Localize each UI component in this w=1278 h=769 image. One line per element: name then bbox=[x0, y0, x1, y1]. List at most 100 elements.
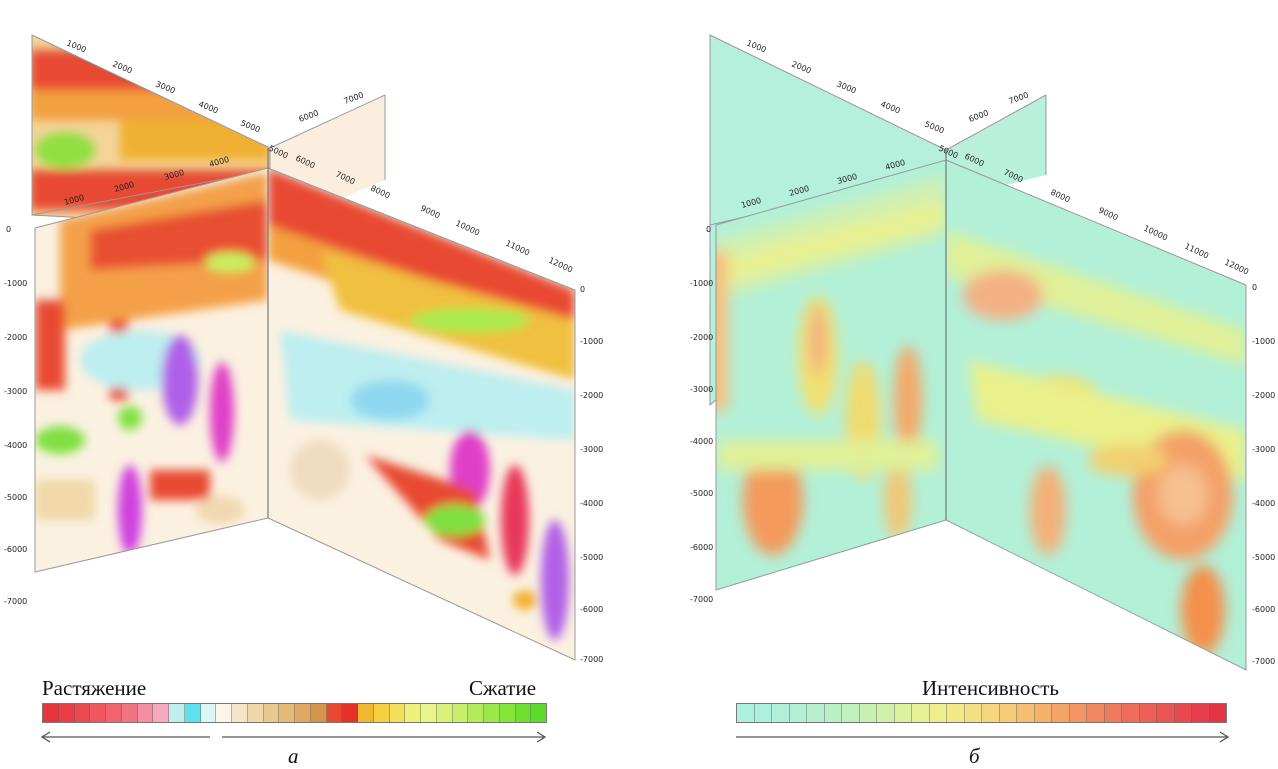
tick-label: -4000 bbox=[580, 499, 603, 508]
tick-label: -4000 bbox=[690, 437, 713, 446]
stress-direction-arrows bbox=[40, 731, 547, 743]
color-scale-cell bbox=[373, 704, 390, 722]
panel-letter-b: б bbox=[969, 744, 980, 768]
color-scale-cell bbox=[964, 704, 982, 722]
intensity-3d-sections-b: 1000 2000 3000 4000 5000 6000 7000 1000 … bbox=[690, 34, 1275, 671]
tick-label: 11000 bbox=[1183, 242, 1210, 261]
tick-label: -5000 bbox=[4, 493, 27, 502]
tick-label: 11000 bbox=[504, 239, 531, 258]
color-scale-cell bbox=[1069, 704, 1087, 722]
compression-label: Сжатие bbox=[469, 676, 537, 700]
color-scale-cell bbox=[421, 704, 437, 722]
tick-label: -6000 bbox=[580, 605, 603, 614]
color-scale-cell bbox=[1104, 704, 1122, 722]
tick-label: -2000 bbox=[4, 333, 27, 342]
tick-label: -3000 bbox=[4, 387, 27, 396]
tick-label: -3000 bbox=[580, 445, 603, 454]
right-section-a bbox=[267, 148, 576, 661]
tick-label: -2000 bbox=[580, 391, 603, 400]
color-scale-cell bbox=[295, 704, 311, 722]
left-section-b bbox=[715, 159, 947, 591]
color-scale-cell bbox=[405, 704, 421, 722]
color-scale-cell bbox=[999, 704, 1017, 722]
color-scale-cell bbox=[1209, 704, 1226, 722]
tick-label: -4000 bbox=[4, 441, 27, 450]
color-scale-cell bbox=[484, 704, 500, 722]
tick-label: 8000 bbox=[369, 184, 391, 201]
right-section-b bbox=[945, 150, 1247, 671]
color-scale-cell bbox=[1192, 704, 1210, 722]
tick-label: -1000 bbox=[580, 337, 603, 346]
color-scale-cell bbox=[515, 704, 532, 722]
tick-label: -7000 bbox=[1252, 657, 1275, 666]
color-scale-cell bbox=[929, 704, 947, 722]
color-scale-cell bbox=[216, 704, 232, 722]
tick-label: 6000 bbox=[298, 108, 320, 123]
tick-label: -7000 bbox=[4, 597, 27, 606]
color-scale-cell bbox=[279, 704, 295, 722]
color-scale-cell bbox=[754, 704, 772, 722]
tick-label: 5000 bbox=[239, 119, 261, 135]
depth-axis-left-a: 0 -1000 -2000 -3000 -4000 -5000 -6000 -7… bbox=[4, 225, 27, 606]
tick-label: -7000 bbox=[690, 595, 713, 604]
color-scale-cell bbox=[74, 704, 91, 722]
tick-label: -6000 bbox=[1252, 605, 1275, 614]
tick-label: 4000 bbox=[879, 100, 901, 116]
tick-label: -6000 bbox=[690, 543, 713, 552]
back-section-a bbox=[31, 34, 386, 229]
tick-label: 0 bbox=[706, 225, 711, 234]
color-scale-cell bbox=[947, 704, 965, 722]
figure-a: 1000 2000 3000 4000 5000 6000 7000 1000 … bbox=[0, 0, 620, 769]
color-scale-cell bbox=[859, 704, 877, 722]
tick-label: 10000 bbox=[454, 219, 481, 238]
color-scale-cell bbox=[807, 704, 825, 722]
tick-label: 5000 bbox=[923, 120, 945, 136]
depth-axis-right-b: 0 -1000 -2000 -3000 -4000 -5000 -6000 -7… bbox=[1252, 283, 1275, 666]
color-scale-cell bbox=[358, 704, 374, 722]
tick-label: -6000 bbox=[4, 545, 27, 554]
color-scale-cell bbox=[310, 704, 327, 722]
color-scale-cell bbox=[737, 704, 755, 722]
tick-label: -3000 bbox=[690, 385, 713, 394]
tick-label: 7000 bbox=[343, 90, 365, 105]
color-scale-cell bbox=[342, 704, 358, 722]
tick-label: -1000 bbox=[1252, 337, 1275, 346]
color-scale-cell bbox=[106, 704, 122, 722]
tick-label: -1000 bbox=[690, 279, 713, 288]
tick-label: 12000 bbox=[1223, 258, 1250, 277]
color-scale-cell bbox=[452, 704, 469, 722]
tick-label: -3000 bbox=[1252, 445, 1275, 454]
tick-label: 3000 bbox=[154, 80, 176, 96]
tick-label: -4000 bbox=[1252, 499, 1275, 508]
color-scale-cell bbox=[389, 704, 406, 722]
color-scale-cell bbox=[1034, 704, 1052, 722]
tick-label: 2000 bbox=[111, 60, 133, 76]
left-section-a bbox=[34, 167, 269, 573]
color-scale-cell bbox=[58, 704, 75, 722]
tick-label: 9000 bbox=[1097, 206, 1119, 223]
tick-label: 7000 bbox=[1008, 90, 1030, 105]
tick-label: -5000 bbox=[1252, 553, 1275, 562]
color-scale-cell bbox=[232, 704, 248, 722]
depth-axis-right-a: 0 -1000 -2000 -3000 -4000 -5000 -6000 -7… bbox=[580, 285, 603, 664]
intensity-color-scale bbox=[736, 703, 1227, 723]
tick-label: -2000 bbox=[1252, 391, 1275, 400]
color-scale-cell bbox=[894, 704, 912, 722]
color-scale-cell bbox=[982, 704, 1000, 722]
depth-axis-left-b: 0 -1000 -2000 -3000 -4000 -5000 -6000 -7… bbox=[690, 225, 713, 604]
color-scale-cell bbox=[1139, 704, 1157, 722]
panel-letter-a: а bbox=[288, 744, 299, 768]
tick-label: -7000 bbox=[580, 655, 603, 664]
stretch-arrowhead bbox=[40, 731, 51, 743]
color-scale-cell bbox=[43, 704, 59, 722]
color-scale-cell bbox=[263, 704, 280, 722]
tick-label: -1000 bbox=[4, 279, 27, 288]
color-scale-cell bbox=[326, 704, 343, 722]
color-scale-cell bbox=[153, 704, 169, 722]
tick-label: 10000 bbox=[1142, 224, 1169, 243]
color-scale-cell bbox=[137, 704, 154, 722]
color-scale-cell bbox=[1174, 704, 1192, 722]
color-scale-cell bbox=[436, 704, 453, 722]
intensity-arrowhead bbox=[1219, 731, 1230, 743]
color-scale-cell bbox=[200, 704, 217, 722]
